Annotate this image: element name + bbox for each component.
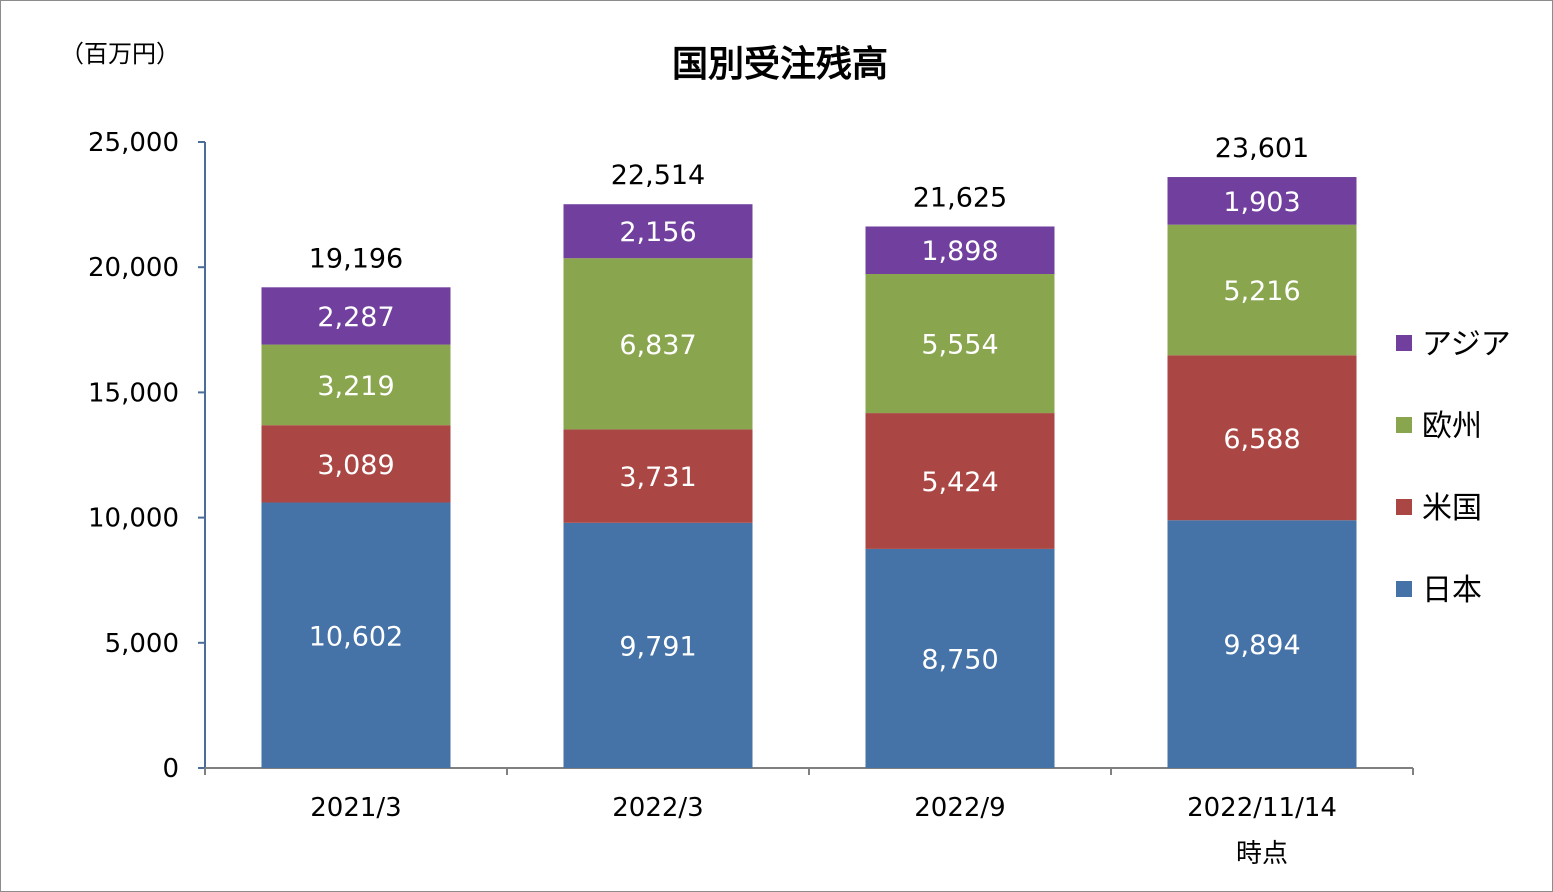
total-label: 21,625 xyxy=(913,183,1007,214)
data-label: 2,287 xyxy=(317,302,394,333)
y-tick-label: 0 xyxy=(162,754,179,784)
y-tick-label: 5,000 xyxy=(105,629,179,659)
x-tick-label: 2022/3 xyxy=(612,793,703,823)
bar-segment xyxy=(563,258,753,430)
x-tick-label-line: 2021/3 xyxy=(310,793,401,823)
bar-segment xyxy=(865,548,1055,768)
data-label: 2,156 xyxy=(619,217,696,248)
bar-segment xyxy=(865,413,1055,549)
data-label: 3,219 xyxy=(317,371,394,402)
bar-segment xyxy=(865,226,1055,275)
legend-label: 日本 xyxy=(1422,573,1482,608)
legend-swatch xyxy=(1396,417,1412,433)
bar-segment xyxy=(1167,520,1357,768)
total-label: 22,514 xyxy=(611,160,705,191)
x-tick-label-line: 2022/9 xyxy=(914,793,1005,823)
bar-segment xyxy=(1167,355,1357,521)
bar-segment xyxy=(261,425,451,503)
data-label: 5,554 xyxy=(921,330,998,361)
legend-swatch xyxy=(1396,499,1412,515)
y-tick-label: 20,000 xyxy=(88,253,179,283)
x-tick-label: 2022/9 xyxy=(914,793,1005,823)
bar-segment xyxy=(261,502,451,768)
y-tick-label: 25,000 xyxy=(88,128,179,158)
legend-label: 米国 xyxy=(1422,491,1482,526)
bar-segment xyxy=(563,429,753,523)
bar-segment xyxy=(261,287,451,345)
data-label: 8,750 xyxy=(921,644,998,675)
data-label: 3,089 xyxy=(317,450,394,481)
y-tick-label: 15,000 xyxy=(88,378,179,408)
chart-title: 国別受注残高 xyxy=(672,44,888,85)
data-label: 9,791 xyxy=(619,631,696,662)
legend-label: アジア xyxy=(1422,327,1511,362)
data-label: 5,216 xyxy=(1223,276,1300,307)
bar-segment xyxy=(1167,177,1357,225)
y-tick-label: 10,000 xyxy=(88,504,179,534)
axes: 0 5,000 10,000 15,000 20,000 25,000 2021/3 2022… xyxy=(88,128,1414,869)
total-label: 19,196 xyxy=(309,243,403,274)
data-label: 5,424 xyxy=(921,467,998,498)
bar-segment xyxy=(261,344,451,426)
legend-swatch xyxy=(1396,581,1412,597)
x-tick-label-line: 2022/11/14 xyxy=(1187,793,1337,823)
legend-swatch xyxy=(1396,335,1412,351)
bars xyxy=(261,177,1357,768)
bar-segment xyxy=(563,522,753,768)
data-label: 9,894 xyxy=(1223,630,1300,661)
x-tick-label: 2022/11/14 時点 xyxy=(1187,793,1337,869)
data-label: 10,602 xyxy=(309,621,403,652)
x-tick-label-line: 時点 xyxy=(1236,839,1288,869)
data-labels: 10,602 3,089 3,219 2,287 19,196 9,791 3,731 6,8… xyxy=(309,133,1309,675)
legend-label: 欧州 xyxy=(1422,409,1482,444)
data-label: 1,903 xyxy=(1223,187,1300,218)
x-tick-label: 2021/3 xyxy=(310,793,401,823)
data-label: 3,731 xyxy=(619,462,696,493)
bar-segment xyxy=(865,274,1055,414)
unit-label: （百万円） xyxy=(60,40,180,68)
total-label: 23,601 xyxy=(1215,133,1309,164)
data-label: 6,837 xyxy=(619,330,696,361)
x-tick-label-line: 2022/3 xyxy=(612,793,703,823)
bar-segment xyxy=(563,204,753,259)
data-label: 1,898 xyxy=(921,236,998,267)
bar-segment xyxy=(1167,224,1357,356)
data-label: 6,588 xyxy=(1223,424,1300,455)
